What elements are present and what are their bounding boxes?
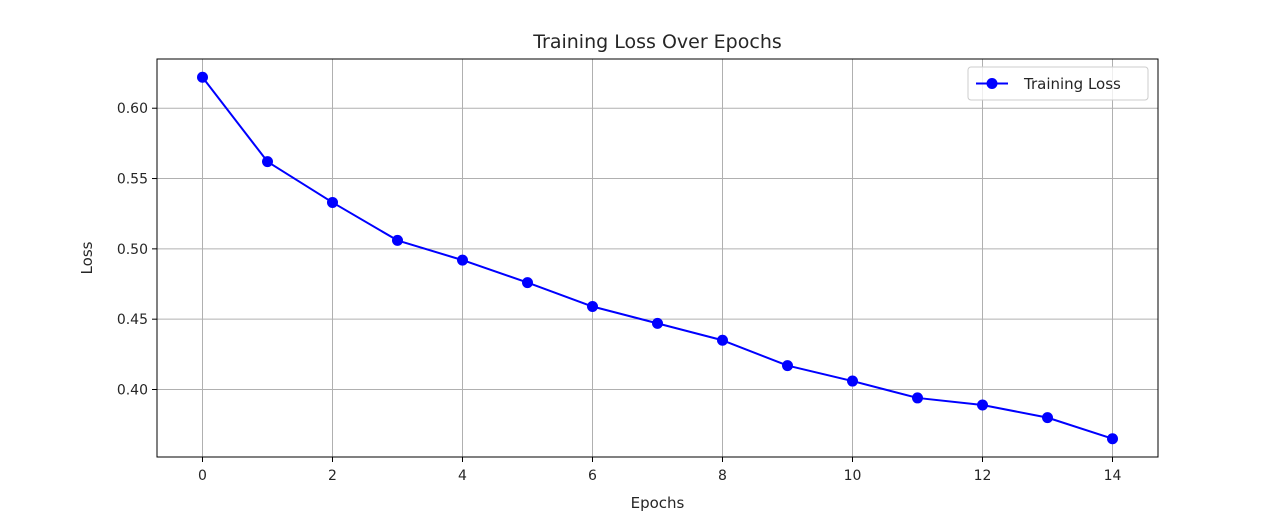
data-point: [977, 399, 988, 411]
data-point: [782, 360, 793, 372]
x-tick-label: 2: [328, 468, 337, 484]
x-tick-label: 8: [718, 468, 727, 484]
y-tick-label: 0.60: [117, 101, 148, 117]
legend-label: Training Loss: [1023, 75, 1121, 93]
data-point: [1107, 433, 1118, 445]
data-point: [587, 301, 598, 313]
data-point: [652, 317, 663, 329]
chart-title: Training Loss Over Epochs: [532, 31, 782, 53]
data-point: [717, 334, 728, 346]
data-point: [262, 156, 273, 168]
data-point: [457, 254, 468, 266]
data-point: [847, 375, 858, 387]
data-point: [1042, 412, 1053, 424]
data-point: [912, 392, 923, 404]
data-point: [392, 234, 403, 246]
plot-frame: [156, 58, 1159, 458]
data-point: [327, 196, 338, 208]
y-tick-label: 0.40: [117, 382, 148, 398]
legend-box: [967, 66, 1149, 101]
y-tick-label: 0.55: [117, 172, 148, 188]
y-axis-label: Loss: [78, 241, 96, 274]
x-tick-label: 6: [588, 468, 597, 484]
y-axis-ticks: 0.40 0.45 0.50 0.55 0.60: [117, 101, 157, 398]
x-tick-label: 10: [844, 468, 862, 484]
y-tick-label: 0.45: [117, 312, 148, 328]
legend-marker: [986, 78, 998, 89]
series-group: [197, 71, 1118, 445]
legend: Training Loss: [967, 66, 1149, 101]
x-tick-label: 0: [198, 468, 207, 484]
x-axis-ticks: 0 2 4 6 8 10 12 14: [198, 457, 1121, 484]
data-point: [522, 277, 533, 289]
y-tick-label: 0.50: [117, 242, 148, 258]
x-tick-label: 12: [974, 468, 992, 484]
x-axis-label: Epochs: [631, 494, 685, 512]
x-tick-label: 4: [458, 468, 467, 484]
x-tick-label: 14: [1104, 468, 1122, 484]
data-point: [197, 71, 208, 83]
